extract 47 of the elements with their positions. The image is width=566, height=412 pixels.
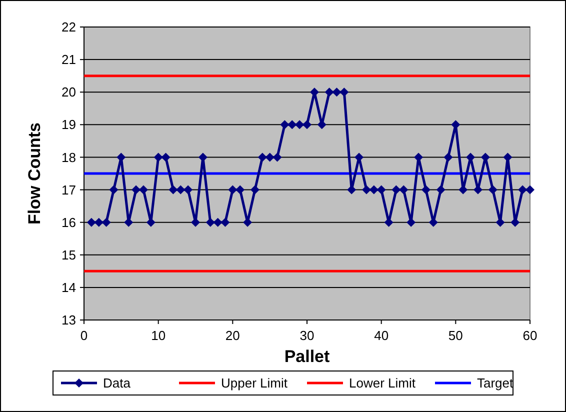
legend-label: Upper Limit: [221, 376, 288, 391]
x-tick-label: 0: [80, 328, 88, 343]
point: [399, 185, 408, 194]
x-tick-label: 30: [300, 328, 314, 343]
point: [109, 185, 118, 194]
x-tick-label: 60: [522, 328, 538, 343]
legend-label: Target: [477, 376, 514, 391]
y-tick-label: 18: [62, 150, 76, 165]
y-tick-label: 13: [62, 312, 76, 328]
point: [258, 152, 267, 162]
point: [302, 120, 312, 130]
y-tick-label: 17: [62, 182, 76, 198]
y-tick-label: 15: [62, 247, 76, 262]
x-tick-label: 20: [225, 328, 240, 343]
point: [184, 185, 193, 194]
y-axis-title: Flow Counts: [25, 122, 44, 224]
point: [340, 88, 349, 97]
point: [526, 185, 534, 194]
point: [488, 185, 498, 194]
point: [362, 185, 371, 194]
legend-label: Lower Limit: [349, 376, 416, 391]
point: [436, 185, 446, 194]
point: [213, 218, 222, 227]
y-tick-label: 14: [62, 280, 76, 295]
point: [102, 218, 111, 227]
point: [444, 152, 453, 162]
y-tick-label: 16: [62, 214, 76, 230]
point: [236, 185, 245, 194]
x-tick-label: 40: [374, 328, 389, 343]
point: [324, 88, 334, 97]
legend-label: Data: [103, 376, 132, 391]
point: [421, 185, 430, 194]
y-tick-label: 21: [62, 52, 76, 68]
point: [206, 218, 215, 227]
point: [280, 120, 290, 130]
y-tick-label: 20: [62, 84, 76, 100]
point: [332, 88, 342, 97]
x-tick-label: 50: [448, 328, 463, 343]
point: [220, 218, 230, 227]
y-tick-label: 22: [62, 20, 76, 35]
point: [94, 218, 104, 227]
y-tick-label: 19: [62, 117, 76, 132]
point: [250, 185, 260, 194]
x-tick-label: 10: [151, 328, 166, 343]
point: [288, 120, 297, 130]
x-axis-title: Pallet: [284, 347, 330, 366]
point: [86, 218, 96, 227]
